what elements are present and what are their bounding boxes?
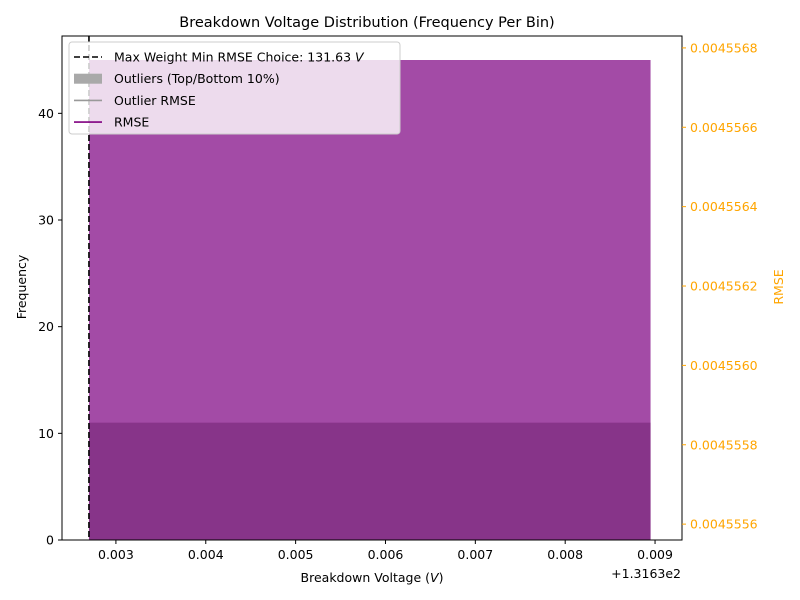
bars-layer bbox=[88, 60, 651, 540]
legend-label: RMSE bbox=[114, 115, 149, 130]
x-axis-label: Breakdown Voltage (V) bbox=[301, 570, 444, 585]
y2-tick-label: 0.0045568 bbox=[690, 40, 758, 55]
outlier-bar bbox=[88, 422, 651, 540]
y-tick-label: 20 bbox=[38, 319, 54, 334]
x-tick-label: 0.007 bbox=[457, 547, 493, 562]
ticks-layer: 0.003 0.004 0.005 0.006 0.007 0.008 0.009 0 10 20… bbox=[38, 40, 758, 562]
y-tick-label: 0 bbox=[46, 533, 54, 548]
x-tick-label: 0.004 bbox=[188, 547, 224, 562]
x-tick-label: 0.009 bbox=[637, 547, 673, 562]
y-tick-label: 40 bbox=[38, 106, 54, 121]
y2-tick-label: 0.0045566 bbox=[690, 120, 758, 135]
y2-tick-label: 0.0045558 bbox=[690, 437, 758, 452]
y2-axis-label: RMSE bbox=[771, 269, 786, 304]
chart-title: Breakdown Voltage Distribution (Frequenc… bbox=[179, 15, 554, 31]
y-axis-label: Frequency bbox=[14, 254, 29, 319]
y2-tick-label: 0.0045560 bbox=[690, 358, 758, 373]
y2-tick-label: 0.0045556 bbox=[690, 517, 758, 532]
y2-tick-label: 0.0045562 bbox=[690, 279, 758, 294]
legend: Max Weight Min RMSE Choice: 131.63 V Outl… bbox=[68, 41, 401, 135]
legend-label: Outlier RMSE bbox=[114, 93, 196, 108]
x-tick-label: 0.006 bbox=[368, 547, 404, 562]
x-offset-label: +1.3163e2 bbox=[611, 566, 681, 581]
legend-label: Outliers (Top/Bottom 10%) bbox=[114, 71, 280, 86]
y-tick-label: 10 bbox=[38, 426, 54, 441]
y-tick-label: 30 bbox=[38, 213, 54, 228]
plot-frame bbox=[61, 35, 683, 541]
x-tick-label: 0.008 bbox=[547, 547, 583, 562]
x-tick-label: 0.005 bbox=[278, 547, 314, 562]
x-tick-label: 0.003 bbox=[98, 547, 134, 562]
legend-box bbox=[68, 41, 401, 135]
y2-tick-label: 0.0045564 bbox=[690, 199, 758, 214]
legend-label: Max Weight Min RMSE Choice: 131.63 V bbox=[114, 50, 365, 65]
axes-layer bbox=[61, 35, 683, 541]
legend-swatch bbox=[74, 73, 102, 84]
